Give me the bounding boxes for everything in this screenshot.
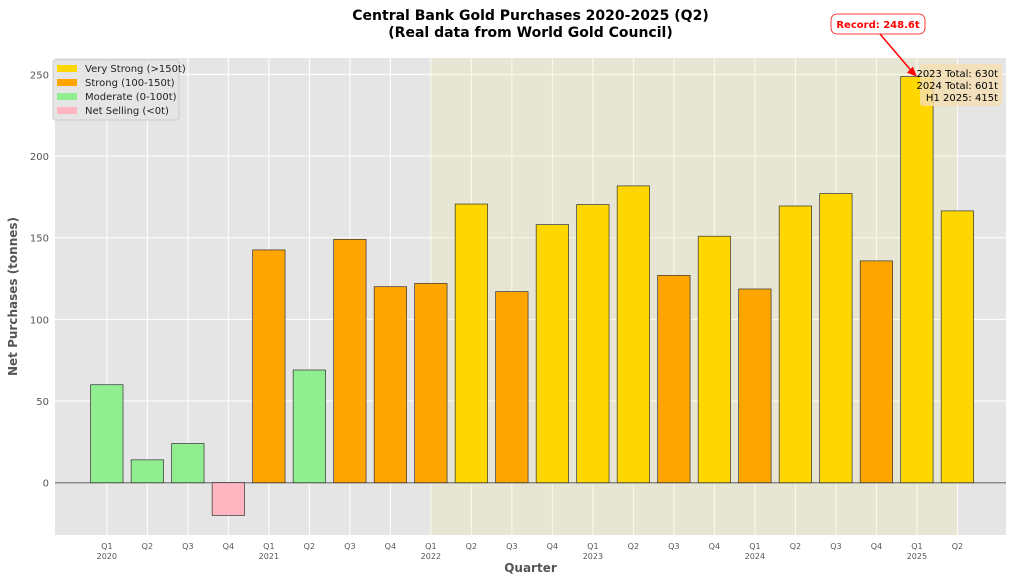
x-tick-label: Q3 — [344, 542, 355, 551]
x-tick-label: 2025 — [907, 552, 927, 561]
y-tick-label: 100 — [30, 315, 49, 326]
annotation-label: Record: 248.6t — [836, 20, 919, 31]
legend-box — [52, 59, 180, 121]
x-tick-label: Q4 — [385, 542, 396, 551]
x-tick-label: 2021 — [259, 552, 279, 561]
x-tick-label: 2022 — [421, 552, 441, 561]
x-tick-label: Q4 — [547, 542, 558, 551]
bar — [697, 235, 731, 484]
y-tick-label: 250 — [30, 70, 49, 81]
y-tick-label: 150 — [30, 234, 49, 245]
x-tick-label: Q1 — [101, 542, 112, 551]
bar — [90, 384, 124, 484]
x-tick-label: Q3 — [182, 542, 193, 551]
bar — [738, 288, 772, 484]
summary-line: 2023 Total: 630t — [916, 69, 998, 80]
chart-subtitle: (Real data from World Gold Council) — [388, 25, 672, 41]
x-tick-label: Q2 — [628, 542, 639, 551]
x-tick-label: Q2 — [952, 542, 963, 551]
x-tick-label: Q1 — [911, 542, 922, 551]
annotation-arrow — [879, 33, 914, 74]
bar — [657, 275, 691, 484]
x-tick-label: Q3 — [668, 542, 679, 551]
bar — [333, 238, 367, 484]
bar — [616, 185, 650, 484]
bar — [495, 291, 529, 484]
x-tick-label: Q2 — [142, 542, 153, 551]
bar — [252, 249, 286, 484]
x-tick-label: Q2 — [466, 542, 477, 551]
x-tick-label: Q4 — [709, 542, 720, 551]
y-tick-label: 50 — [36, 397, 49, 408]
bar — [414, 283, 448, 484]
bar — [373, 286, 407, 484]
summary-line: 2024 Total: 601t — [916, 81, 998, 92]
legend-swatch — [57, 79, 77, 86]
legend-label: Strong (100-150t) — [85, 78, 175, 89]
x-tick-label: Q1 — [749, 542, 760, 551]
x-tick-label: Q1 — [587, 542, 598, 551]
legend-label: Very Strong (>150t) — [85, 64, 186, 75]
x-tick-label: Q2 — [304, 542, 315, 551]
x-tick-label: Q4 — [871, 542, 882, 551]
bar — [819, 193, 853, 484]
bar — [859, 260, 893, 484]
bar — [130, 459, 164, 484]
y-axis-label: Net Purchases (tonnes) — [6, 217, 20, 376]
x-axis-label: Quarter — [504, 561, 557, 575]
annotation-box — [830, 13, 926, 35]
x-tick-label: Q1 — [263, 542, 274, 551]
bar — [940, 210, 974, 484]
summary-box — [920, 64, 1002, 106]
y-tick-label: 0 — [43, 479, 49, 490]
legend-swatch — [57, 107, 77, 114]
legend-swatch — [57, 65, 77, 72]
bar — [900, 76, 934, 484]
legend-label: Net Selling (<0t) — [85, 106, 169, 117]
x-tick-label: 2020 — [97, 552, 117, 561]
annotation-arrowhead — [906, 66, 917, 77]
chart-title: Central Bank Gold Purchases 2020-2025 (Q… — [352, 8, 708, 24]
x-tick-label: 2023 — [583, 552, 603, 561]
x-tick-label: Q3 — [506, 542, 517, 551]
x-tick-label: Q1 — [425, 542, 436, 551]
bar — [211, 482, 245, 516]
x-tick-label: Q3 — [830, 542, 841, 551]
bar — [454, 203, 488, 484]
bar — [535, 224, 569, 484]
y-tick-label: 200 — [30, 152, 49, 163]
x-tick-label: Q2 — [790, 542, 801, 551]
summary-line: H1 2025: 415t — [926, 93, 998, 104]
legend-swatch — [57, 93, 77, 100]
x-tick-label: 2024 — [745, 552, 765, 561]
legend-label: Moderate (0-100t) — [85, 92, 177, 103]
bar — [292, 369, 326, 484]
x-tick-label: Q4 — [223, 542, 234, 551]
bar — [778, 205, 812, 484]
bar — [576, 204, 610, 484]
bar — [171, 443, 205, 484]
